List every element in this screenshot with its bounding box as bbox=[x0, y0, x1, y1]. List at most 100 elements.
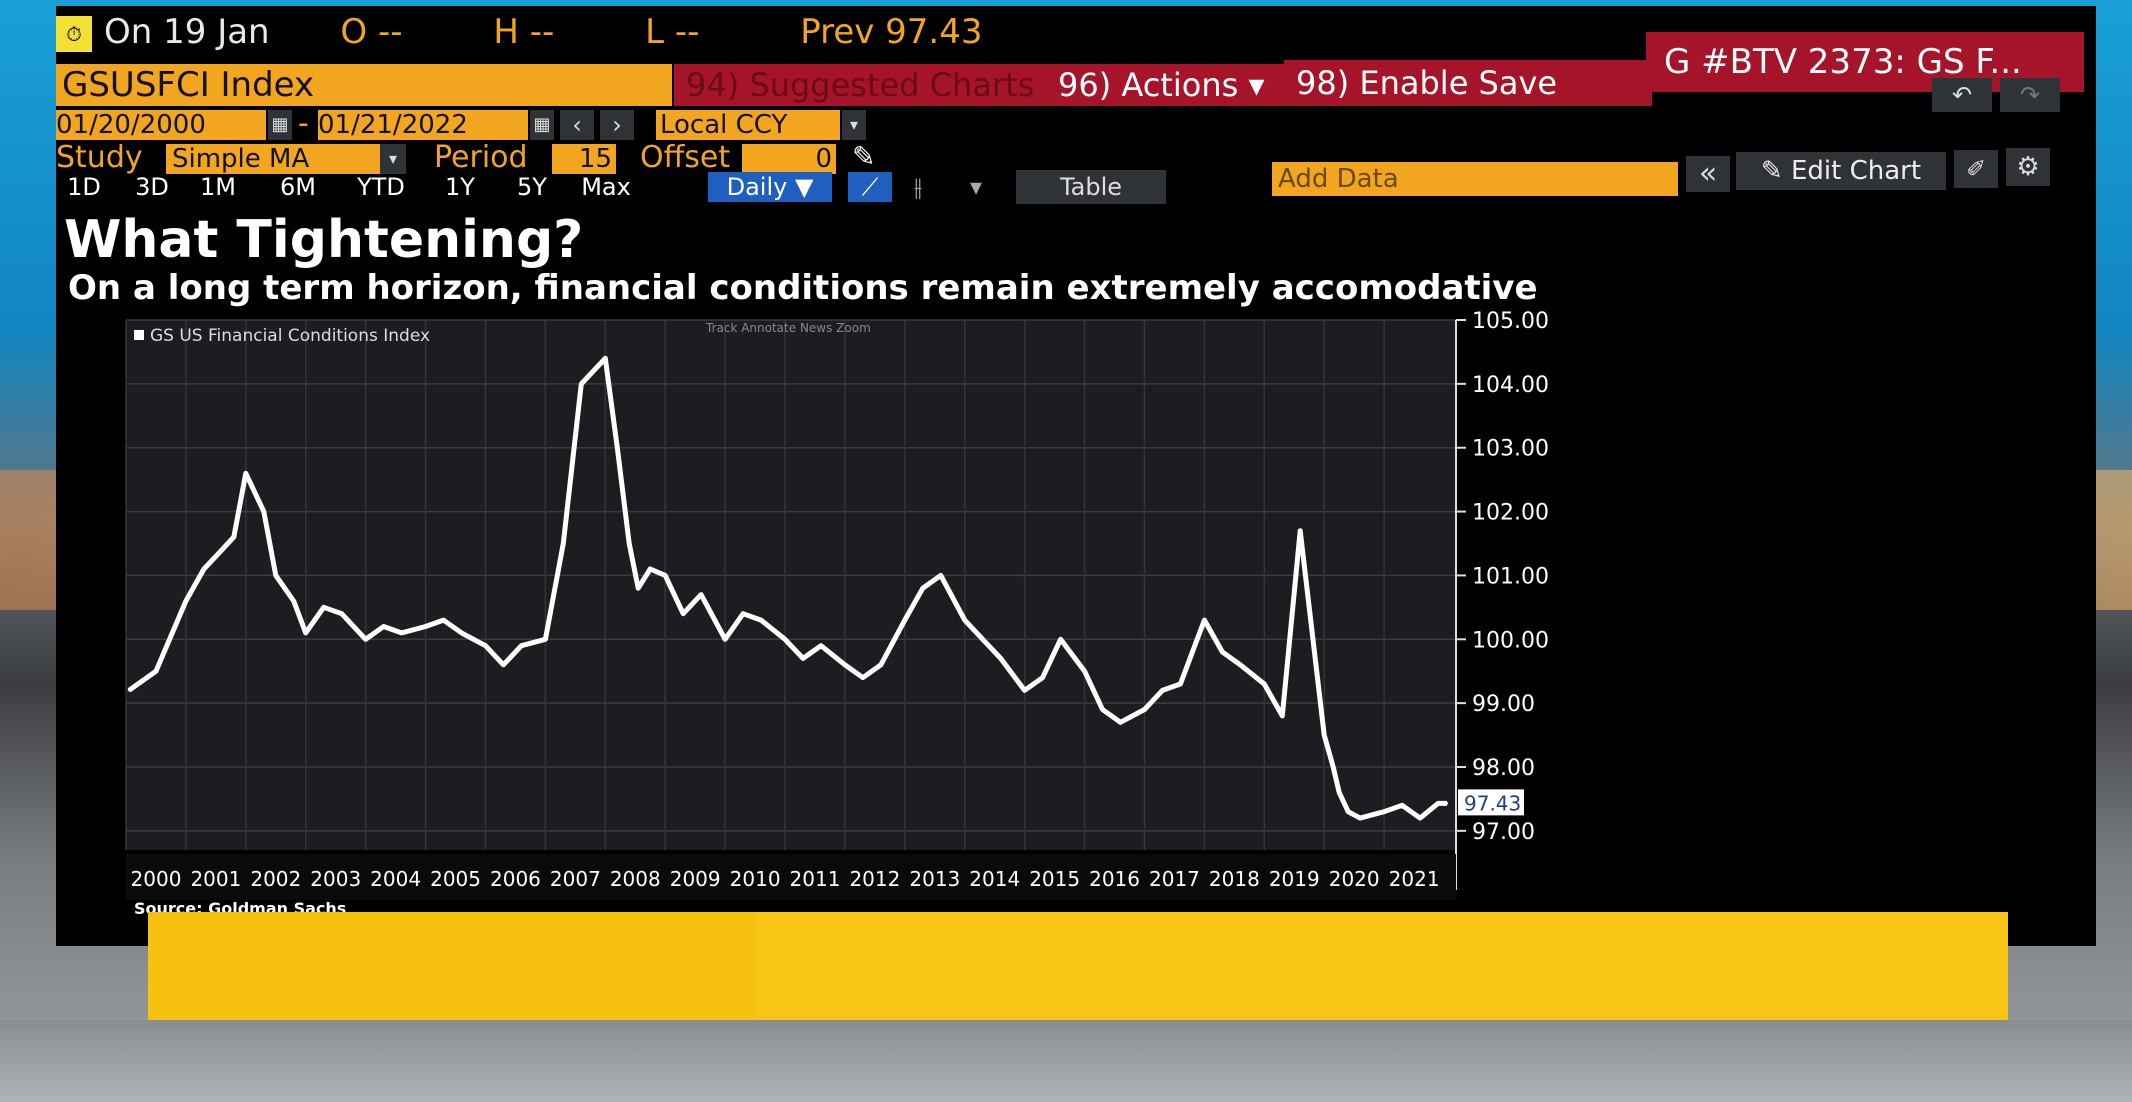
y-tick-label: 102.00 bbox=[1472, 501, 1549, 526]
data-point bbox=[214, 555, 218, 558]
data-point bbox=[1331, 765, 1335, 769]
data-point bbox=[921, 586, 925, 590]
range-button-5y[interactable]: 5Y bbox=[517, 173, 547, 201]
offset-field[interactable]: 0 bbox=[742, 144, 836, 174]
data-point bbox=[460, 631, 463, 635]
data-point bbox=[1143, 708, 1146, 711]
redo-icon[interactable]: ↷ bbox=[2000, 78, 2060, 112]
date-separator: - bbox=[298, 106, 309, 141]
data-point bbox=[1083, 670, 1086, 673]
data-point bbox=[663, 574, 667, 577]
actions-button[interactable]: 96) Actions ▾ bbox=[1046, 64, 1286, 106]
data-point bbox=[999, 657, 1002, 660]
x-tick-label: 2003 bbox=[310, 867, 361, 891]
x-tick-label: 2004 bbox=[370, 867, 421, 891]
last-value-label: 97.43 bbox=[1464, 791, 1521, 815]
x-tick-label: 2005 bbox=[430, 867, 481, 891]
data-point bbox=[400, 631, 403, 635]
chart-tools[interactable]: Track Annotate News Zoom bbox=[705, 321, 871, 335]
data-point bbox=[1263, 682, 1266, 686]
range-button-1m[interactable]: 1M bbox=[200, 173, 236, 201]
range-button-3d[interactable]: 3D bbox=[135, 173, 169, 201]
data-point bbox=[741, 612, 745, 615]
annotate-icon[interactable]: ✐ bbox=[1954, 150, 1998, 188]
data-point bbox=[1418, 816, 1422, 820]
data-point bbox=[244, 472, 248, 475]
x-tick-label: 2017 bbox=[1149, 867, 1200, 891]
plot-background bbox=[126, 320, 1456, 850]
data-point bbox=[340, 612, 343, 615]
data-point bbox=[1161, 689, 1164, 692]
data-point bbox=[424, 625, 427, 628]
data-point bbox=[544, 638, 547, 641]
study-select[interactable]: Simple MA bbox=[166, 144, 382, 174]
currency-dropdown-icon[interactable]: ▾ bbox=[842, 110, 866, 140]
data-point bbox=[262, 510, 265, 513]
ticker-field[interactable]: GSUSFCI Index bbox=[56, 64, 672, 106]
quote-high: H -- bbox=[493, 12, 555, 52]
btv-tab[interactable]: G #BTV 2373: GS F... bbox=[1646, 32, 2084, 92]
x-tick-label: 2014 bbox=[969, 867, 1020, 891]
x-tick-label: 2019 bbox=[1269, 867, 1320, 891]
x-tick-label: 2000 bbox=[131, 867, 182, 891]
data-point bbox=[649, 567, 652, 571]
period-label: Period bbox=[434, 140, 528, 175]
y-tick-label: 105.00 bbox=[1472, 310, 1549, 334]
x-tick-label: 2009 bbox=[670, 867, 721, 891]
edit-chart-label: Edit Chart bbox=[1790, 156, 1922, 186]
x-tick-label: 2020 bbox=[1329, 867, 1380, 891]
end-calendar-icon[interactable]: ▦ bbox=[530, 110, 554, 140]
data-point bbox=[1059, 638, 1062, 641]
pencil-icon[interactable]: ✎ bbox=[852, 140, 876, 173]
quote-prev: Prev 97.43 bbox=[800, 12, 983, 52]
suggested-charts-button[interactable]: 94) Suggested Charts bbox=[674, 64, 1048, 106]
enable-save-button[interactable]: 98) Enable Save bbox=[1284, 60, 1652, 106]
edit-chart-button[interactable]: ✎ Edit Chart bbox=[1736, 152, 1946, 190]
table-button[interactable]: Table bbox=[1016, 170, 1166, 204]
collapse-chevrons-icon[interactable]: « bbox=[1686, 156, 1730, 192]
prev-period-button[interactable]: ‹ bbox=[560, 110, 594, 140]
data-point bbox=[879, 663, 883, 667]
settings-gear-icon[interactable]: ⚙ bbox=[2006, 148, 2050, 186]
start-calendar-icon[interactable]: ▦ bbox=[268, 110, 292, 140]
quote-date: On 19 Jan bbox=[104, 12, 270, 52]
range-button-6m[interactable]: 6M bbox=[280, 173, 316, 201]
x-tick-label: 2007 bbox=[550, 867, 601, 891]
study-label: Study bbox=[56, 140, 143, 175]
x-tick-label: 2012 bbox=[849, 867, 900, 891]
data-point bbox=[963, 618, 966, 622]
data-point bbox=[382, 625, 385, 628]
period-field[interactable]: 15 bbox=[552, 144, 616, 174]
data-point bbox=[1023, 689, 1026, 692]
data-point bbox=[1221, 650, 1224, 654]
data-point bbox=[1436, 802, 1440, 805]
add-data-field[interactable]: Add Data bbox=[1272, 162, 1678, 196]
range-button-1y[interactable]: 1Y bbox=[445, 173, 475, 201]
study-dropdown-icon[interactable]: ▾ bbox=[380, 144, 406, 174]
currency-select[interactable]: Local CCY bbox=[656, 110, 840, 140]
bar-chart-icon[interactable]: ⫲ bbox=[914, 173, 922, 201]
y-tick-label: 98.00 bbox=[1472, 756, 1535, 781]
data-point bbox=[1281, 714, 1284, 718]
x-tick-label: 2011 bbox=[790, 867, 841, 891]
next-period-button[interactable]: › bbox=[600, 110, 634, 140]
x-tick-label: 2008 bbox=[610, 867, 661, 891]
data-point bbox=[1203, 618, 1206, 622]
line-chart[interactable]: 105.00 104.00 103.00 102.00 101.00 100.00 99.0… bbox=[86, 310, 2036, 930]
line-chart-icon[interactable]: ⟋ bbox=[848, 172, 892, 202]
data-point bbox=[1445, 802, 1449, 805]
data-point bbox=[1400, 804, 1404, 807]
calendar-icon[interactable]: ⏱ bbox=[56, 15, 92, 52]
range-button-ytd[interactable]: YTD bbox=[357, 173, 405, 201]
data-point bbox=[562, 542, 565, 545]
frequency-select[interactable]: Daily ▼ bbox=[708, 172, 832, 202]
undo-icon[interactable]: ↶ bbox=[1932, 78, 1992, 112]
range-button-max[interactable]: Max bbox=[581, 173, 631, 201]
end-date-field[interactable]: 01/21/2022 bbox=[318, 110, 528, 140]
start-date-field[interactable]: 01/20/2000 bbox=[56, 110, 266, 140]
data-point bbox=[127, 689, 131, 692]
chart-type-dropdown-icon[interactable]: ▾ bbox=[969, 173, 983, 201]
data-point bbox=[274, 574, 277, 577]
studio-floor bbox=[0, 1020, 2132, 1102]
range-button-1d[interactable]: 1D bbox=[67, 173, 101, 201]
